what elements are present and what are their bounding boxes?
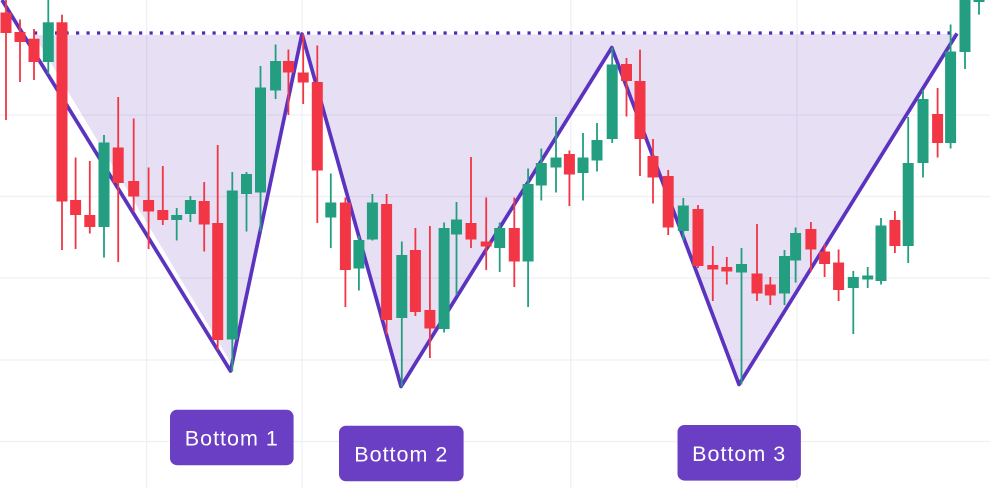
svg-text:Bottom 1: Bottom 1	[185, 427, 279, 451]
svg-text:Bottom 2: Bottom 2	[354, 443, 448, 467]
svg-text:Bottom 3: Bottom 3	[692, 442, 786, 466]
